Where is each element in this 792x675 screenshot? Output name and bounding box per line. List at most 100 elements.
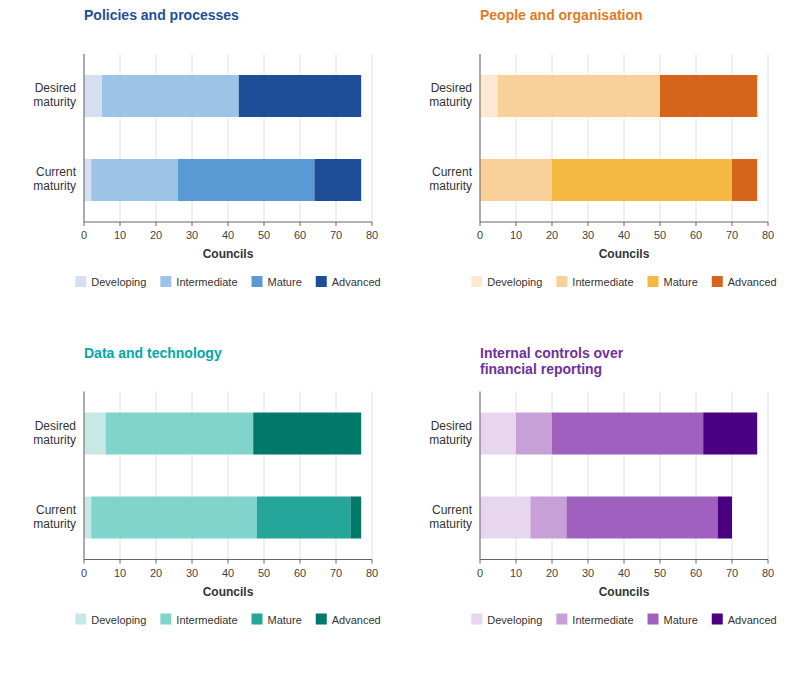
tick-label: 20: [150, 567, 162, 579]
text-line: maturity: [429, 517, 472, 531]
y-axis-line: [84, 392, 85, 560]
tick-mark: [192, 560, 193, 564]
bar-segment: [239, 75, 361, 117]
tick-label: 50: [258, 229, 270, 241]
text-line: maturity: [33, 95, 76, 109]
grid: [480, 392, 768, 560]
legend-label: Advanced: [332, 276, 381, 288]
legend-swatch: [316, 614, 327, 625]
axis-label: Councils: [203, 585, 254, 599]
bar-segment: [102, 75, 239, 117]
tick-mark: [84, 222, 85, 226]
tick-mark: [624, 222, 625, 226]
legend-swatch: [471, 614, 482, 625]
x-axis-line: [84, 559, 372, 560]
tick-label: 30: [582, 229, 594, 241]
panel: People and organisation01020304050607080…: [429, 7, 776, 288]
legend-swatch: [556, 614, 567, 625]
tick-label: 80: [366, 229, 378, 241]
tick-label: 50: [654, 567, 666, 579]
background: [0, 0, 792, 675]
category-label: Currentmaturity: [33, 165, 76, 193]
bar-segment: [530, 497, 566, 539]
panel: Data and technology01020304050607080Desi…: [33, 345, 380, 626]
tick-mark: [660, 222, 661, 226]
legend-item: Mature: [252, 614, 302, 626]
bar-segment: [91, 159, 177, 201]
text-line: Current: [432, 165, 473, 179]
bar-segment: [516, 413, 552, 455]
tick-label: 70: [726, 567, 738, 579]
legend-swatch: [75, 614, 86, 625]
grid: [84, 392, 372, 560]
axis-label: Councils: [599, 247, 650, 261]
bars: [84, 413, 361, 539]
legend-label: Developing: [487, 276, 542, 288]
bar-segment: [84, 413, 106, 455]
bars: [480, 75, 757, 201]
x-axis-line: [480, 222, 768, 223]
tick-mark: [624, 560, 625, 564]
tick-mark: [480, 222, 481, 226]
legend-label: Intermediate: [176, 276, 237, 288]
legend-swatch: [160, 614, 171, 625]
tick-label: 10: [510, 229, 522, 241]
legend-label: Developing: [91, 276, 146, 288]
tick-label: 40: [222, 229, 234, 241]
tick-mark: [336, 560, 337, 564]
bar-segment: [498, 75, 660, 117]
text-line: Desired: [431, 81, 472, 95]
axis-label: Councils: [203, 247, 254, 261]
tick-mark: [696, 560, 697, 564]
legend-swatch: [75, 276, 86, 287]
bars: [84, 75, 361, 201]
tick-mark: [300, 560, 301, 564]
text-line: financial reporting: [480, 361, 602, 377]
legend: Developing Intermediate Mature Advanced: [75, 276, 380, 288]
bar-segment: [91, 497, 257, 539]
panel: Policies and processes01020304050607080D…: [33, 7, 380, 288]
legend-label: Intermediate: [176, 614, 237, 626]
legend-label: Developing: [91, 614, 146, 626]
y-axis-line: [480, 54, 481, 222]
legend-item: Developing: [75, 276, 146, 288]
chart-title: Data and technology: [84, 345, 222, 361]
bar-segment: [350, 497, 361, 539]
grid-line: [372, 392, 373, 560]
tick-mark: [516, 222, 517, 226]
legend-item: Advanced: [712, 614, 777, 626]
tick-label: 30: [186, 567, 198, 579]
tick-mark: [660, 560, 661, 564]
legend-label: Mature: [268, 614, 302, 626]
category-label: Desiredmaturity: [429, 419, 472, 447]
text-line: Policies and processes: [84, 7, 239, 23]
category-label: Desiredmaturity: [33, 81, 76, 109]
bar-segment: [552, 159, 732, 201]
tick-mark: [120, 222, 121, 226]
x-axis-line: [480, 559, 768, 560]
tick-label: 50: [258, 567, 270, 579]
grid-line: [84, 392, 85, 560]
tick-label: 70: [726, 229, 738, 241]
tick-label: 10: [114, 229, 126, 241]
tick-mark: [732, 560, 733, 564]
tick-label: 70: [330, 567, 342, 579]
legend-item: Intermediate: [556, 276, 633, 288]
text-line: maturity: [33, 179, 76, 193]
legend-item: Mature: [252, 276, 302, 288]
legend-item: Intermediate: [160, 276, 237, 288]
tick-mark: [372, 222, 373, 226]
grid-line: [480, 54, 481, 222]
legend-label: Intermediate: [572, 276, 633, 288]
grid-line: [372, 54, 373, 222]
tick-mark: [264, 222, 265, 226]
legend-swatch: [648, 614, 659, 625]
legend-swatch: [556, 276, 567, 287]
legend-swatch: [648, 276, 659, 287]
text-line: Desired: [35, 81, 76, 95]
tick-mark: [264, 560, 265, 564]
tick-label: 40: [618, 567, 630, 579]
legend-label: Mature: [664, 614, 698, 626]
legend-label: Mature: [268, 276, 302, 288]
legend-swatch: [316, 276, 327, 287]
